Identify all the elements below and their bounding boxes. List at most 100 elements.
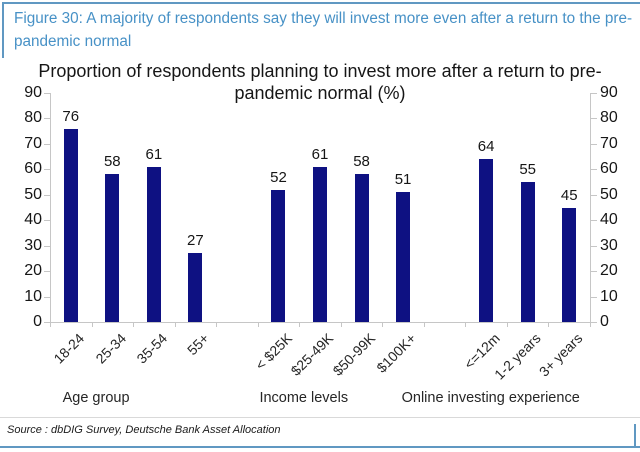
x-axis-tick bbox=[506, 323, 508, 327]
y-axis-tick bbox=[44, 271, 50, 273]
y-axis-tick bbox=[591, 245, 597, 247]
x-axis-tick bbox=[216, 323, 218, 327]
y-axis-tick bbox=[591, 143, 597, 145]
y-axis-tick bbox=[591, 194, 597, 196]
x-axis-tick bbox=[548, 323, 550, 327]
bar-value-label: 51 bbox=[394, 171, 412, 189]
bar--100k- bbox=[396, 192, 411, 322]
y-axis-tick-label: 30 bbox=[600, 236, 618, 254]
bar-1-2-years bbox=[520, 182, 535, 322]
x-axis-tick bbox=[340, 323, 342, 327]
y-axis-right-line bbox=[590, 93, 591, 322]
y-axis-tick-label: 40 bbox=[600, 211, 618, 229]
y-axis-tick-label: 20 bbox=[600, 262, 618, 280]
y-axis-tick-label: 70 bbox=[24, 134, 42, 152]
y-axis-tick bbox=[591, 220, 597, 222]
x-axis-tick bbox=[423, 323, 425, 327]
y-axis-tick bbox=[44, 194, 50, 196]
bar--25k bbox=[271, 189, 286, 322]
y-axis-tick-label: 10 bbox=[24, 287, 42, 305]
x-axis-category-label: 55+ bbox=[183, 330, 212, 359]
y-axis-tick-label: 80 bbox=[600, 109, 618, 127]
y-axis-tick-label: 20 bbox=[24, 262, 42, 280]
y-axis-tick-label: 30 bbox=[24, 236, 42, 254]
x-axis-category-label: $50-99K bbox=[329, 330, 378, 379]
top-border-line bbox=[2, 2, 640, 4]
y-axis-tick-label: 90 bbox=[24, 84, 42, 101]
x-axis-category-label: 18-24 bbox=[50, 330, 88, 367]
y-axis-tick bbox=[591, 169, 597, 171]
y-axis-tick-label: 50 bbox=[600, 185, 618, 203]
y-axis-tick bbox=[44, 220, 50, 222]
x-axis-category-label: 35-54 bbox=[133, 330, 171, 367]
bar-value-label: 58 bbox=[103, 153, 121, 171]
y-axis-tick bbox=[44, 93, 50, 94]
x-axis-tick bbox=[91, 323, 93, 327]
bar--25-49k bbox=[313, 166, 327, 322]
axis-group-label: Income levels bbox=[259, 390, 349, 406]
y-axis-tick bbox=[44, 296, 50, 298]
y-axis-tick-label: 60 bbox=[600, 160, 618, 178]
axis-group-label: Age group bbox=[62, 390, 130, 406]
bar-value-label: 55 bbox=[519, 161, 537, 179]
bar--12m bbox=[479, 159, 494, 322]
source-text: Source : dbDIG Survey, Deutsche Bank Ass… bbox=[7, 424, 281, 436]
source-divider-line bbox=[0, 417, 640, 418]
bottom-border-line bbox=[0, 446, 640, 448]
y-axis-tick-label: 0 bbox=[33, 313, 42, 330]
x-axis-line bbox=[50, 322, 591, 323]
axis-group-label: Online investing experience bbox=[401, 390, 580, 406]
bar-35-54 bbox=[146, 166, 161, 322]
bar-value-label: 61 bbox=[145, 145, 163, 163]
bar-value-label: 64 bbox=[477, 138, 495, 156]
x-axis-tick bbox=[174, 323, 176, 327]
bar-value-label: 45 bbox=[560, 186, 578, 204]
bar-value-label: 52 bbox=[270, 168, 287, 186]
bar--50-99k bbox=[354, 174, 369, 322]
y-axis-tick bbox=[591, 93, 597, 94]
bar-25-34 bbox=[105, 174, 120, 322]
x-axis-tick bbox=[133, 323, 135, 327]
bar-value-label: 58 bbox=[353, 153, 370, 171]
y-axis-tick-label: 80 bbox=[24, 109, 42, 127]
y-axis-tick bbox=[591, 118, 597, 120]
y-axis-left-line bbox=[50, 93, 51, 322]
y-axis-tick bbox=[44, 169, 50, 171]
x-axis-category-label: $100K+ bbox=[373, 330, 420, 376]
x-axis-tick bbox=[465, 323, 467, 327]
bar-value-label: 76 bbox=[62, 107, 80, 125]
y-axis-tick bbox=[44, 322, 50, 323]
y-axis-tick bbox=[44, 143, 50, 145]
x-axis-tick bbox=[590, 323, 591, 327]
y-axis-tick-label: 0 bbox=[600, 313, 609, 330]
right-border-line bbox=[634, 424, 636, 448]
x-axis-category-label: 3+ years bbox=[535, 330, 586, 380]
x-axis-tick bbox=[382, 323, 384, 327]
figure-title: Figure 30: A majority of respondents say… bbox=[14, 10, 633, 50]
bar-3-years bbox=[562, 207, 577, 322]
bar-55- bbox=[188, 253, 203, 322]
y-axis-tick bbox=[44, 245, 50, 247]
bar-value-label: 27 bbox=[187, 232, 204, 250]
bar-18-24 bbox=[63, 128, 78, 322]
x-axis-tick bbox=[50, 323, 51, 327]
chart-title: Proportion of respondents planning to in… bbox=[38, 61, 602, 103]
y-axis-tick-label: 50 bbox=[24, 185, 42, 203]
y-axis-tick-label: 40 bbox=[24, 211, 42, 229]
y-axis-tick bbox=[591, 296, 597, 298]
left-border-line bbox=[2, 2, 4, 58]
x-axis-tick bbox=[257, 323, 259, 327]
x-axis-category-label: 25-34 bbox=[91, 330, 129, 367]
y-axis-tick-label: 60 bbox=[24, 160, 42, 178]
y-axis-tick-label: 90 bbox=[600, 84, 618, 101]
y-axis-tick bbox=[591, 322, 597, 323]
y-axis-tick bbox=[591, 271, 597, 273]
x-axis-category-label: $25-49K bbox=[287, 330, 337, 379]
x-axis-tick bbox=[299, 323, 301, 327]
y-axis-tick-label: 70 bbox=[600, 134, 618, 152]
y-axis-tick-label: 10 bbox=[600, 287, 618, 305]
y-axis-tick bbox=[44, 118, 50, 120]
bar-value-label: 61 bbox=[311, 145, 329, 163]
